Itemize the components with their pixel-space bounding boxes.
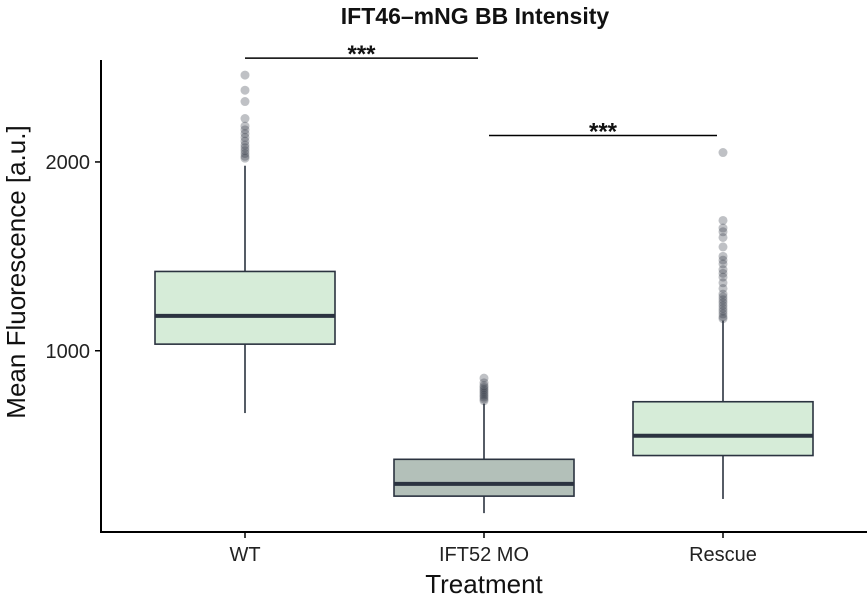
outlier-point [240, 153, 250, 163]
outlier-point [718, 295, 728, 305]
x-axis-title: Treatment [425, 569, 543, 599]
outlier-point [718, 255, 728, 265]
outlier-point [718, 268, 728, 278]
outlier-point [240, 121, 250, 131]
outlier-point [240, 125, 250, 135]
outlier-point [240, 136, 250, 146]
outlier-point [718, 289, 728, 299]
axes: 1000 2000 WT IFT52 MO Rescue [46, 152, 757, 566]
outlier-point [718, 232, 728, 242]
box-iqr [154, 270, 336, 345]
outlier-point [479, 373, 489, 383]
outlier-point [240, 143, 250, 153]
box-iqr [393, 458, 575, 497]
outlier-point [718, 298, 728, 308]
outlier-point [718, 242, 728, 252]
outlier-point [718, 223, 728, 233]
chart-title: IFT46–mNG BB Intensity [341, 3, 610, 29]
outlier-point [718, 278, 728, 288]
outlier-point [479, 396, 489, 406]
y-tick-label: 1000 [46, 341, 91, 363]
outlier-point [718, 283, 728, 293]
outlier-point [718, 251, 728, 261]
x-tick-label: WT [229, 544, 260, 566]
outlier-point [240, 70, 250, 80]
outlier-point [479, 386, 489, 396]
outlier-point [479, 388, 489, 398]
outlier-point [718, 259, 728, 269]
outlier-point [479, 378, 489, 388]
outlier-point [718, 215, 728, 225]
outlier-point [479, 383, 489, 393]
outlier-point [718, 314, 728, 324]
significance-label: *** [347, 41, 376, 68]
box-group-ift52-mo [393, 373, 575, 514]
outlier-point [479, 390, 489, 400]
outlier-point [240, 132, 250, 142]
outlier-point [479, 392, 489, 402]
outlier-point [718, 292, 728, 302]
outlier-point [479, 384, 489, 394]
outlier-point [479, 381, 489, 391]
outlier-point [240, 129, 250, 139]
outlier-point [240, 140, 250, 150]
outlier-point [718, 148, 728, 158]
plot-area: *** *** [154, 41, 814, 514]
outlier-point [718, 312, 728, 322]
outlier-point [718, 306, 728, 316]
outlier-point [718, 272, 728, 282]
x-tick-label: Rescue [689, 544, 757, 566]
box-group-rescue [632, 148, 814, 499]
significance-label: *** [589, 119, 618, 146]
outlier-point [718, 309, 728, 319]
outlier-point [240, 85, 250, 95]
outlier-point [240, 114, 250, 124]
x-tick-label: IFT52 MO [439, 544, 529, 566]
outlier-point [479, 394, 489, 404]
y-axis-title: Mean Fluorescence [a.u.] [1, 125, 31, 418]
outlier-point [240, 146, 250, 156]
outlier-point [718, 300, 728, 310]
y-tick-label: 2000 [46, 152, 91, 174]
outlier-point [718, 265, 728, 275]
box-iqr [632, 400, 814, 457]
outlier-point [240, 97, 250, 107]
outlier-point [240, 148, 250, 158]
outlier-point [718, 303, 728, 313]
box-group-wt [154, 70, 336, 414]
outlier-point [240, 151, 250, 161]
outlier-point [718, 227, 728, 237]
